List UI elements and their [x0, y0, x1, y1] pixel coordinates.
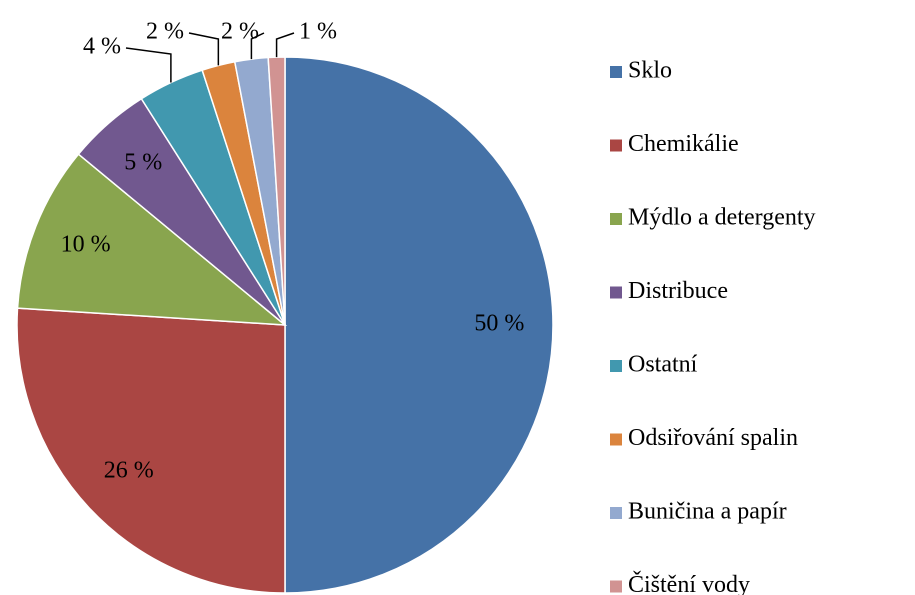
- leader-line: [250, 32, 265, 60]
- legend-label: Odsiřování spalin: [628, 425, 798, 451]
- legend-label: Čištění vody: [628, 571, 750, 595]
- pie-slice: [284, 56, 554, 594]
- leader-line: [275, 32, 295, 58]
- legend-swatch: [610, 139, 622, 152]
- data-label: 1 %: [299, 19, 337, 45]
- data-label: 26 %: [104, 457, 154, 483]
- legend-swatch: [610, 433, 622, 446]
- pie-slice: [16, 307, 286, 594]
- legend-swatch: [610, 580, 622, 593]
- data-label: 5 %: [124, 150, 162, 176]
- leader-line: [125, 47, 172, 83]
- legend-label: Mýdlo a detergenty: [628, 205, 816, 231]
- data-label: 2 %: [221, 19, 259, 45]
- pie-slice: [16, 153, 288, 326]
- legend-label: Buničina a papír: [628, 499, 787, 525]
- leader-line: [188, 32, 220, 66]
- data-label: 10 %: [61, 232, 111, 258]
- legend-label: Chemikálie: [628, 131, 739, 157]
- legend-swatch: [610, 507, 622, 519]
- legend-swatch: [610, 213, 622, 225]
- legend-swatch: [610, 286, 622, 299]
- data-label: 4 %: [83, 34, 121, 60]
- legend-label: Ostatní: [628, 352, 698, 378]
- legend-label: Distribuce: [628, 278, 728, 304]
- legend-label: Sklo: [628, 58, 672, 84]
- data-label: 50 %: [474, 311, 524, 337]
- data-label: 2 %: [146, 19, 184, 45]
- legend-swatch: [610, 360, 622, 372]
- legend-swatch: [610, 66, 622, 78]
